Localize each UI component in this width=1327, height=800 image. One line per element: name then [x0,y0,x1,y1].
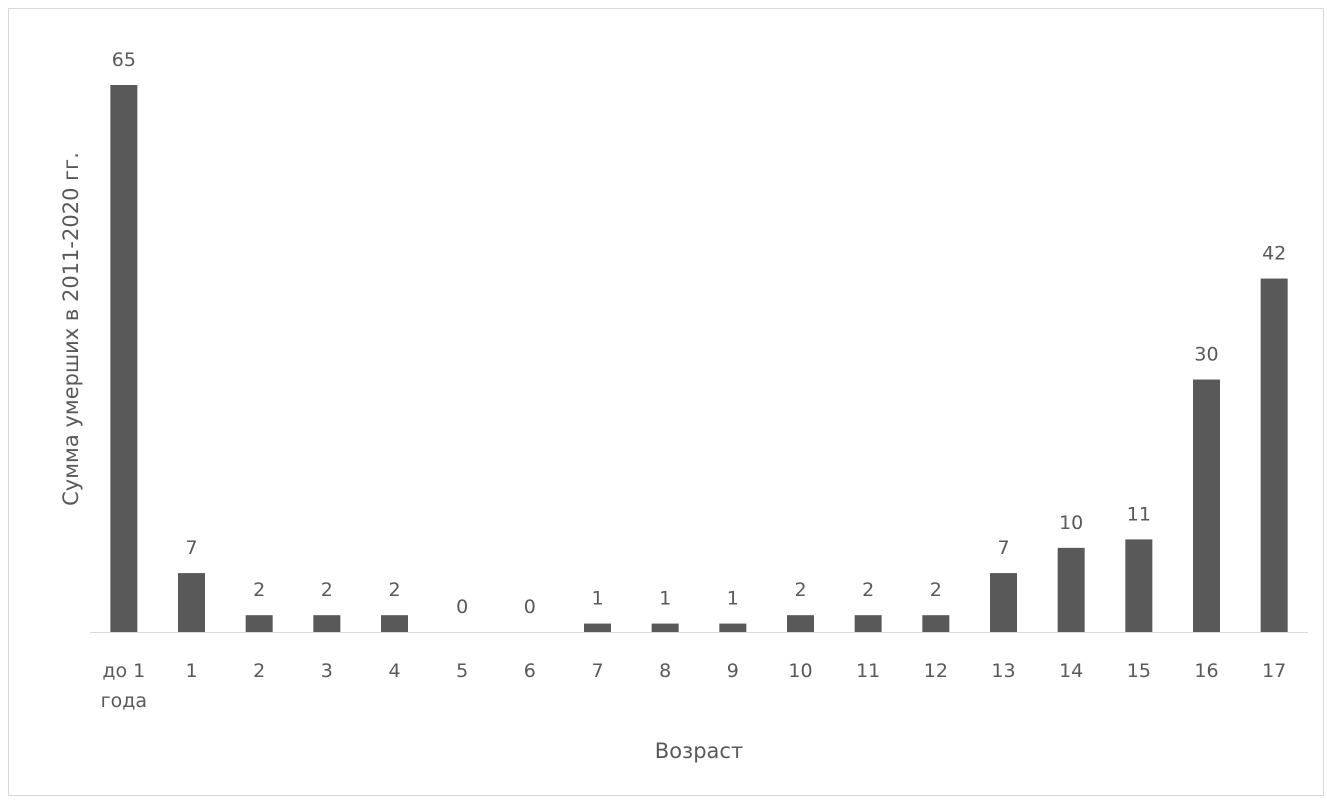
data-label: 30 [1194,344,1218,366]
bar [1260,278,1288,632]
data-label: 0 [524,596,536,618]
x-tick-label: 16 [1194,660,1218,682]
x-tick-label: 8 [659,660,671,682]
data-label: 42 [1262,243,1286,265]
x-tick-label: 14 [1059,660,1083,682]
bar [1125,539,1153,632]
data-label: 1 [591,588,603,610]
data-label: 2 [930,579,942,601]
bar [178,573,205,632]
bar [584,623,611,632]
data-label: 1 [659,588,671,610]
bar [313,615,341,632]
bar [854,615,882,632]
chart-area [8,8,1324,796]
data-label: 2 [253,579,265,601]
bar [787,615,814,632]
data-label: 2 [388,579,400,601]
bar [1193,379,1220,632]
bar [990,573,1017,632]
x-tick-label: 17 [1262,660,1286,682]
x-tick-label: 11 [856,660,880,682]
x-tick-label: до 1 года [101,660,147,712]
x-tick-label: 15 [1127,660,1151,682]
bar [719,623,747,632]
bar [651,623,679,632]
x-tick-label: 4 [388,660,400,682]
x-tick-label: 6 [524,660,536,682]
x-tick-label: 5 [456,660,468,682]
bar [110,85,138,632]
x-tick-label: 10 [788,660,812,682]
data-label: 0 [456,596,468,618]
x-tick-label: 12 [924,660,948,682]
bars-group [110,85,1288,632]
y-axis-title: Сумма умерших в 2011-2020 гг. [59,152,83,506]
bar [381,615,408,632]
x-tick-label: 1 [185,660,197,682]
data-label: 65 [112,49,136,71]
bar [1057,547,1085,632]
x-tick-label: 13 [991,660,1015,682]
x-axis-title: Возраст [655,739,743,763]
data-label: 2 [862,579,874,601]
data-label: 2 [321,579,333,601]
x-tick-label: 3 [321,660,333,682]
data-label: 11 [1127,503,1151,525]
data-label: 1 [727,588,739,610]
data-label: 7 [185,537,197,559]
bar [245,615,273,632]
x-tick-label: 7 [591,660,603,682]
data-label: 10 [1059,512,1083,534]
x-tick-label: 9 [727,660,739,682]
data-label: 7 [997,537,1009,559]
x-tick-label: 2 [253,660,265,682]
bar [922,615,950,632]
data-label: 2 [794,579,806,601]
